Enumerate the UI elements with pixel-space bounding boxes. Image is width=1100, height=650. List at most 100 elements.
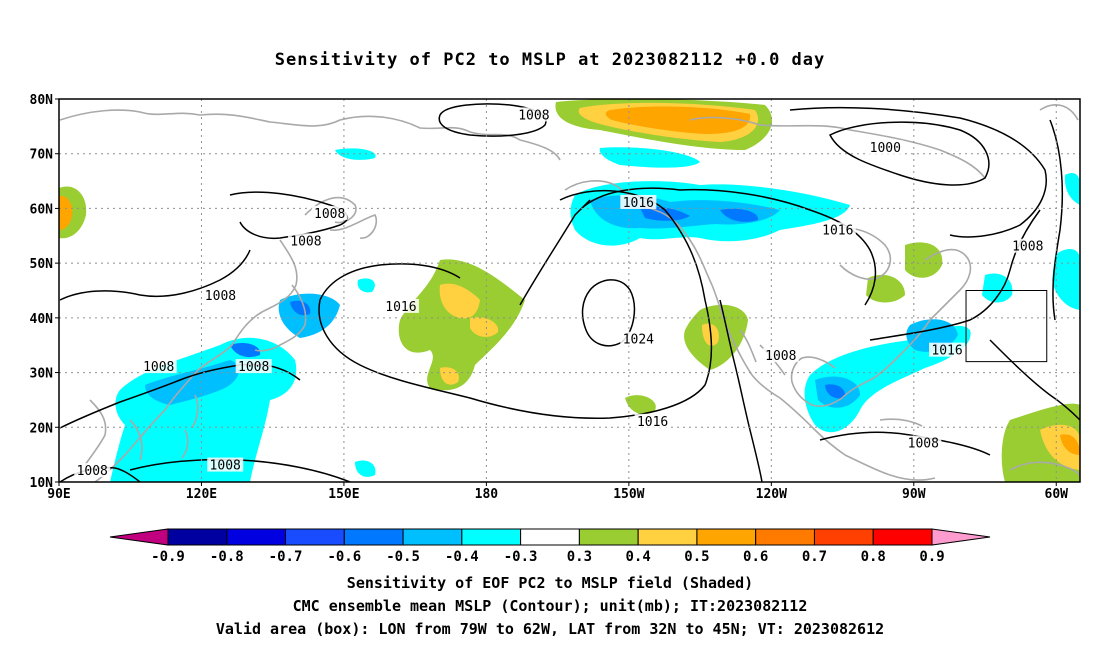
shade-positive-west bbox=[59, 195, 73, 230]
contour-1008-west bbox=[229, 191, 349, 240]
colorbar-label: -0.8 bbox=[210, 549, 244, 565]
colorbar-swatch bbox=[285, 528, 345, 546]
lon-tick-label: 150E bbox=[328, 487, 359, 502]
shade-negative-east-atlantic bbox=[1064, 173, 1080, 205]
contour-label: 1016 bbox=[385, 300, 416, 315]
shade-negative-east-us bbox=[982, 273, 1013, 303]
colorbar-swatch bbox=[637, 528, 698, 546]
contour-label: 1008 bbox=[77, 464, 108, 479]
lat-tick-label: 60N bbox=[30, 202, 54, 217]
colorbar-swatch bbox=[755, 528, 815, 546]
contour-label: 1008 bbox=[290, 234, 321, 249]
contour-1008-north bbox=[789, 106, 1047, 238]
colorbar-swatch bbox=[167, 528, 228, 546]
contour-label-bg bbox=[74, 463, 111, 478]
colorbar-swatch bbox=[578, 528, 639, 546]
shade-negative-gulf bbox=[825, 384, 845, 399]
shade-positive-central-pacific bbox=[470, 317, 499, 337]
colorbar-swatch bbox=[872, 528, 933, 546]
colorbar-label: -0.9 bbox=[151, 549, 185, 565]
contour-label: 1024 bbox=[623, 333, 654, 348]
contour-1016-east bbox=[989, 339, 1080, 421]
shade-positive-central-pacific bbox=[398, 259, 525, 391]
contour-label-bg bbox=[762, 348, 799, 363]
colorbar-label: 0.6 bbox=[743, 549, 768, 565]
contour-label: 1008 bbox=[314, 207, 345, 222]
coastline-east-canada bbox=[924, 248, 972, 321]
contour-label-bg bbox=[819, 222, 856, 237]
colorbar-label: 0.9 bbox=[919, 549, 944, 565]
colorbar-swatch bbox=[520, 528, 580, 546]
contour-label-bg bbox=[235, 359, 272, 374]
colorbar-label: -0.5 bbox=[386, 549, 420, 565]
colorbar-label: 0.4 bbox=[626, 549, 651, 565]
coastline-central-america bbox=[844, 454, 936, 481]
contour-1008-subtropical bbox=[59, 249, 251, 301]
sensitivity-shading bbox=[59, 99, 1080, 482]
contour-label-bg bbox=[287, 233, 324, 248]
colorbar-swatch bbox=[402, 528, 463, 546]
colorbar-label: 0.3 bbox=[567, 549, 592, 565]
latitude-labels: 80N 70N 60N 50N 40N 30N 20N 10N bbox=[30, 93, 59, 491]
contour-label: 1008 bbox=[205, 289, 236, 304]
contour-1016-central bbox=[519, 199, 591, 306]
lon-tick-label: 180 bbox=[475, 487, 499, 502]
lat-tick-label: 30N bbox=[30, 367, 54, 382]
colorbar-label: 0.8 bbox=[861, 549, 886, 565]
lat-tick-label: 80N bbox=[30, 93, 54, 108]
contour-label: 1016 bbox=[623, 196, 654, 211]
contour-label-bg bbox=[202, 287, 239, 302]
contour-1008-arctic bbox=[438, 103, 547, 137]
contour-label: 1008 bbox=[908, 437, 939, 452]
contour-label: 1008 bbox=[238, 360, 269, 375]
contour-label: 1008 bbox=[518, 108, 549, 123]
contour-label-bg bbox=[311, 205, 348, 220]
lon-tick-label: 90W bbox=[902, 487, 926, 502]
contour-1008-north-america bbox=[719, 299, 763, 482]
shade-negative-west-pacific bbox=[230, 343, 261, 358]
contour-label: 1016 bbox=[637, 415, 668, 430]
coastline-gulf-mexico bbox=[790, 356, 843, 407]
colorbar-swatch bbox=[461, 528, 522, 546]
lat-tick-label: 70N bbox=[30, 148, 54, 163]
shade-negative-east-atlantic bbox=[1052, 248, 1080, 310]
lat-tick-label: 20N bbox=[30, 421, 54, 436]
coastline-us-east bbox=[841, 319, 931, 399]
contour-label-bg bbox=[382, 298, 419, 313]
mslp-contours bbox=[59, 103, 1080, 482]
colorbar-swatch bbox=[813, 528, 874, 546]
contour-label-bg bbox=[905, 435, 942, 450]
contour-1000 bbox=[828, 121, 990, 186]
shade-negative-west-pacific bbox=[145, 360, 240, 405]
colorbar-label: -0.4 bbox=[445, 549, 479, 565]
contour-label: 1000 bbox=[870, 141, 901, 156]
colorbar-label: -0.3 bbox=[504, 549, 538, 565]
colorbar-swatch bbox=[696, 528, 757, 546]
colorbar-label: -0.7 bbox=[269, 549, 303, 565]
coastline-alaska bbox=[564, 180, 713, 286]
coastline-japan bbox=[254, 284, 307, 352]
shade-positive-atlantic bbox=[1060, 434, 1080, 455]
coastline-philippines bbox=[181, 394, 199, 459]
shade-negative-west-pacific bbox=[110, 337, 297, 482]
coastline-canada-arctic bbox=[689, 116, 986, 179]
lon-tick-label: 120W bbox=[756, 487, 787, 502]
contour-label: 1016 bbox=[931, 344, 962, 359]
contour-label-bg bbox=[207, 457, 244, 472]
lat-tick-label: 50N bbox=[30, 257, 54, 272]
contour-1008-caribbean bbox=[819, 431, 991, 456]
contour-label-bg bbox=[515, 107, 552, 122]
shade-negative-west-pacific bbox=[355, 460, 376, 477]
contour-label-bg bbox=[929, 342, 966, 357]
contour-1016-pacific-high bbox=[318, 190, 713, 420]
coastline-asia bbox=[59, 109, 561, 161]
colorbar-label: 0.5 bbox=[684, 549, 709, 565]
shade-positive-east-canada bbox=[866, 274, 905, 303]
shade-positive-central-pacific bbox=[440, 367, 459, 385]
contour-label-bg bbox=[140, 359, 177, 374]
lon-tick-label: 150W bbox=[613, 487, 644, 502]
colorbar: -0.9 -0.8 -0.7 -0.6 -0.5 -0.4 -0.3 0.3 0.4 0.5 0.6… bbox=[109, 528, 991, 565]
valid-area-box bbox=[965, 290, 1048, 363]
lat-tick-label: 10N bbox=[30, 476, 54, 491]
figure-title: Sensitivity of PC2 to MSLP at 2023082112… bbox=[274, 50, 826, 70]
